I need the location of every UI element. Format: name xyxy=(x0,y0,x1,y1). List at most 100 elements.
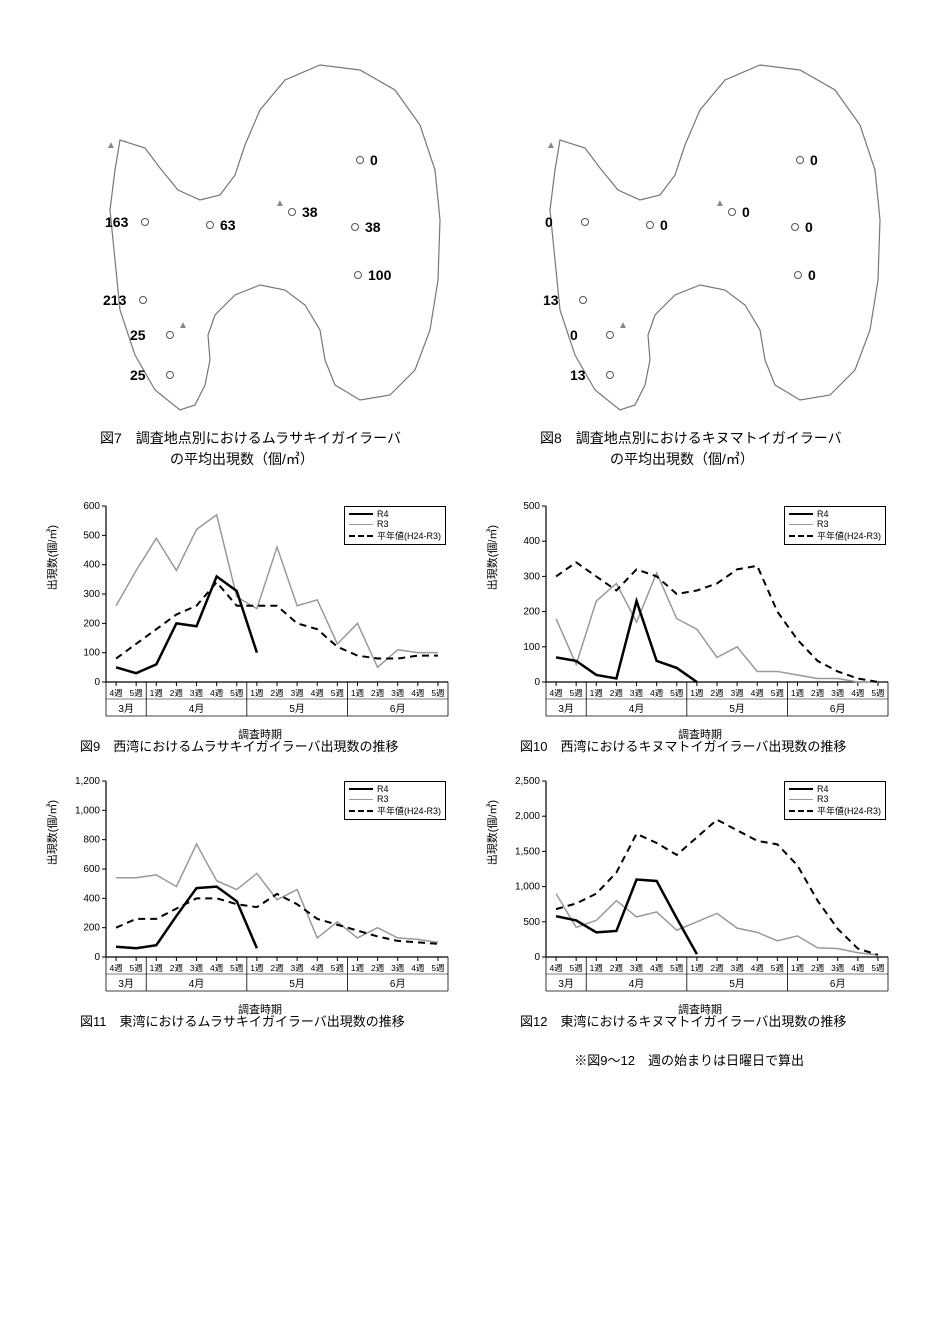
station-value: 0 xyxy=(570,327,578,343)
y-axis-label: 出現数(個/㎥) xyxy=(484,800,500,865)
svg-text:1週: 1週 xyxy=(250,963,264,973)
svg-text:4月: 4月 xyxy=(189,978,205,990)
station-value: 25 xyxy=(130,327,146,343)
svg-text:4週: 4週 xyxy=(210,963,224,973)
fig7-prefix: 図7 xyxy=(100,430,122,446)
svg-text:2週: 2週 xyxy=(710,963,724,973)
chart-10: 01002003004005004週5週1週2週3週4週5週1週2週3週4週5週… xyxy=(500,500,900,730)
svg-text:5月: 5月 xyxy=(289,703,305,715)
svg-text:2週: 2週 xyxy=(710,688,724,698)
station-value: 38 xyxy=(365,219,381,235)
y-axis-label: 出現数(個/㎥) xyxy=(44,525,60,590)
svg-text:4週: 4週 xyxy=(311,688,325,698)
station-value: 0 xyxy=(742,204,750,220)
station-marker xyxy=(206,221,214,229)
svg-text:3週: 3週 xyxy=(731,963,745,973)
fig7-line1: 調査地点別におけるムラサキイガイラーバ xyxy=(136,430,401,446)
station-marker xyxy=(351,223,359,231)
map-8: ▲▲▲00000013013 xyxy=(500,40,900,420)
svg-text:2週: 2週 xyxy=(170,963,184,973)
svg-text:5週: 5週 xyxy=(570,963,584,973)
svg-text:500: 500 xyxy=(523,501,540,512)
figure-7: ▲▲▲03863381631002132525 図7 調査地点別におけるムラサキ… xyxy=(60,40,460,470)
chart-11: 02004006008001,0001,2004週5週1週2週3週4週5週1週2… xyxy=(60,775,460,1005)
svg-text:5週: 5週 xyxy=(431,688,445,698)
svg-text:4週: 4週 xyxy=(411,963,425,973)
svg-text:400: 400 xyxy=(83,893,100,904)
svg-text:3週: 3週 xyxy=(190,963,204,973)
svg-text:4週: 4週 xyxy=(311,963,325,973)
svg-text:100: 100 xyxy=(523,642,540,653)
svg-text:5週: 5週 xyxy=(331,688,345,698)
svg-text:400: 400 xyxy=(83,560,100,571)
station-value: 0 xyxy=(805,219,813,235)
svg-text:200: 200 xyxy=(523,607,540,618)
station-value: 0 xyxy=(545,214,553,230)
svg-text:3週: 3週 xyxy=(291,688,305,698)
svg-text:0: 0 xyxy=(534,677,540,688)
svg-text:4週: 4週 xyxy=(851,963,865,973)
svg-text:2週: 2週 xyxy=(811,688,825,698)
svg-text:3月: 3月 xyxy=(558,703,574,715)
svg-text:2週: 2週 xyxy=(270,688,284,698)
figure-8: ▲▲▲00000013013 図8 調査地点別におけるキヌマトイガイラーバ の平… xyxy=(500,40,900,470)
x-axis-label: 調査時期 xyxy=(60,726,460,742)
svg-text:6月: 6月 xyxy=(390,703,406,715)
station-marker xyxy=(579,296,587,304)
station-value: 163 xyxy=(105,214,128,230)
svg-text:1,000: 1,000 xyxy=(515,882,540,893)
svg-text:5週: 5週 xyxy=(771,963,785,973)
station-value: 100 xyxy=(368,267,391,283)
svg-text:500: 500 xyxy=(523,917,540,928)
svg-text:500: 500 xyxy=(83,530,100,541)
svg-text:3月: 3月 xyxy=(558,978,574,990)
x-axis-label: 調査時期 xyxy=(500,1001,900,1017)
svg-text:400: 400 xyxy=(523,536,540,547)
svg-text:5週: 5週 xyxy=(130,688,144,698)
figure-12: 05001,0001,5002,0002,5004週5週1週2週3週4週5週1週… xyxy=(500,775,900,1030)
svg-text:2週: 2週 xyxy=(371,688,385,698)
station-marker xyxy=(581,218,589,226)
chart-9: 01002003004005006004週5週1週2週3週4週5週1週2週3週4… xyxy=(60,500,460,730)
station-marker xyxy=(728,208,736,216)
svg-text:0: 0 xyxy=(94,677,100,688)
svg-text:3月: 3月 xyxy=(118,978,134,990)
svg-text:300: 300 xyxy=(83,589,100,600)
svg-text:4週: 4週 xyxy=(549,963,563,973)
station-value: 38 xyxy=(302,204,318,220)
station-marker xyxy=(356,156,364,164)
station-marker xyxy=(166,371,174,379)
x-axis-label: 調査時期 xyxy=(60,1001,460,1017)
svg-text:1週: 1週 xyxy=(150,688,164,698)
svg-text:5週: 5週 xyxy=(230,688,244,698)
svg-text:5週: 5週 xyxy=(570,688,584,698)
chart-legend: R4R3平年値(H24-R3) xyxy=(344,781,446,820)
svg-text:4週: 4週 xyxy=(210,688,224,698)
station-value: 63 xyxy=(220,217,236,233)
svg-text:2週: 2週 xyxy=(270,963,284,973)
station-value: 0 xyxy=(660,217,668,233)
station-marker xyxy=(139,296,147,304)
svg-text:1,200: 1,200 xyxy=(75,776,100,787)
svg-text:5週: 5週 xyxy=(771,688,785,698)
svg-text:3週: 3週 xyxy=(731,688,745,698)
svg-text:1週: 1週 xyxy=(150,963,164,973)
svg-text:2週: 2週 xyxy=(170,688,184,698)
svg-text:1週: 1週 xyxy=(690,688,704,698)
chart-12: 05001,0001,5002,0002,5004週5週1週2週3週4週5週1週… xyxy=(500,775,900,1005)
svg-text:100: 100 xyxy=(83,648,100,659)
station-value: 0 xyxy=(370,152,378,168)
svg-text:300: 300 xyxy=(523,571,540,582)
svg-text:5週: 5週 xyxy=(230,963,244,973)
fig8-line1: 調査地点別におけるキヌマトイガイラーバ xyxy=(576,430,842,446)
fig8-caption: 図8 調査地点別におけるキヌマトイガイラーバ の平均出現数（個/㎥） xyxy=(500,428,900,470)
svg-text:4週: 4週 xyxy=(851,688,865,698)
svg-text:2,500: 2,500 xyxy=(515,776,540,787)
svg-text:4週: 4週 xyxy=(109,963,123,973)
svg-text:2,000: 2,000 xyxy=(515,811,540,822)
svg-text:5週: 5週 xyxy=(331,963,345,973)
svg-text:3週: 3週 xyxy=(831,688,845,698)
svg-text:1週: 1週 xyxy=(250,688,264,698)
svg-text:3週: 3週 xyxy=(831,963,845,973)
svg-text:0: 0 xyxy=(534,952,540,963)
